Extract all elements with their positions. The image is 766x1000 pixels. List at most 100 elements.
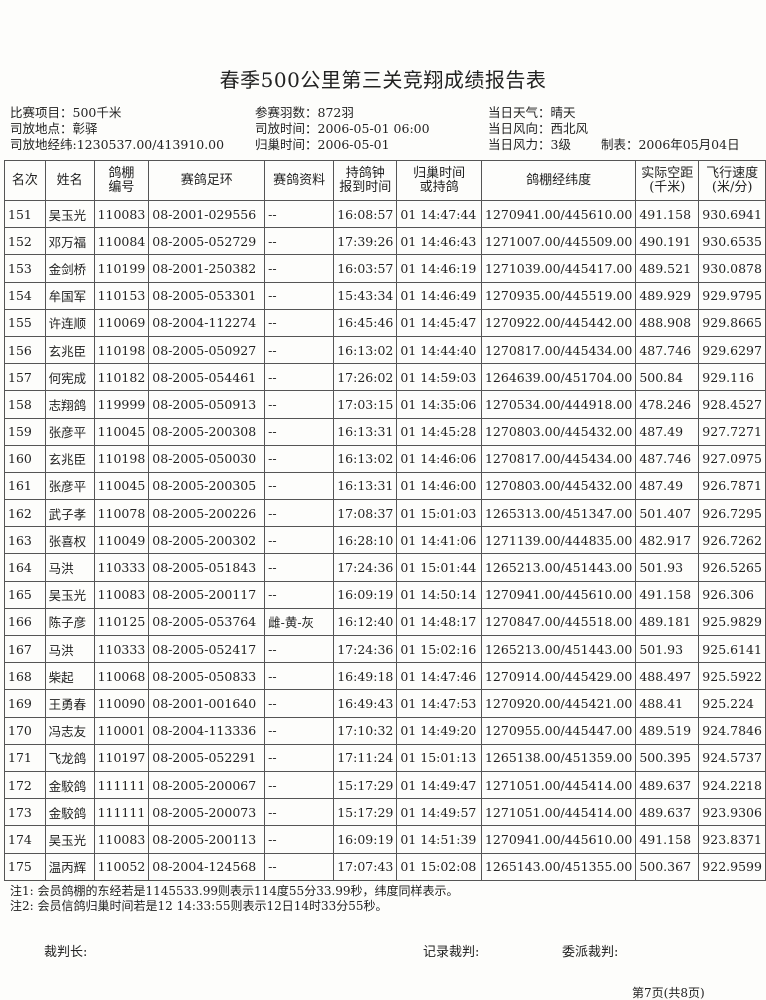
table-row: 159 张彦平 110045 08-2005-200308 -- 16:13:31 01 1… bbox=[4, 417, 766, 446]
table-cell: 487.49 bbox=[635, 417, 700, 446]
table-cell: -- bbox=[264, 852, 335, 881]
table-cell: 153 bbox=[4, 254, 46, 283]
table-cell: 01 14:45:47 bbox=[396, 308, 482, 337]
table-cell: 08-2004-113336 bbox=[148, 716, 266, 745]
table-cell: 160 bbox=[4, 444, 46, 473]
table-cell: 110052 bbox=[93, 852, 150, 881]
table-cell: 1270941.00/445610.00 bbox=[480, 825, 637, 854]
table-cell: -- bbox=[264, 770, 335, 800]
table-cell: 500.395 bbox=[635, 743, 700, 772]
table-cell: 温丙辉 bbox=[44, 852, 95, 881]
table-cell: 马洪 bbox=[44, 553, 95, 582]
table-cell: 金剑桥 bbox=[44, 254, 95, 283]
table-cell: 08-2005-200305 bbox=[148, 471, 266, 501]
results-table: 名次 姓名 鸽棚 编号 赛鸽足环 赛鸽资料 持鸽钟 报到时间 归巢时间 或持鸽 鸽棚经纬度 实际… bbox=[4, 160, 766, 881]
table-cell: 110182 bbox=[93, 363, 150, 392]
note-2: 注2: 会员信鸽归巢时间若是12 14:33:55则表示12日14时33分55秒… bbox=[10, 899, 388, 913]
table-cell: 雌-黄-灰 bbox=[264, 607, 335, 637]
table-row: 172 金駮鸽 111111 08-2005-200067 -- 15:17:29 01 1… bbox=[4, 770, 766, 800]
table-cell: 1265213.00/451443.00 bbox=[480, 634, 637, 664]
table-cell: 500.367 bbox=[635, 852, 700, 881]
table-cell: 武子孝 bbox=[44, 499, 95, 528]
table-cell: 491.158 bbox=[635, 825, 700, 854]
table-cell: 16:28:10 bbox=[333, 526, 398, 555]
table-cell: 01 14:41:06 bbox=[396, 526, 482, 555]
chief-judge-label: 裁判长: bbox=[44, 945, 88, 960]
table-cell: 陈子彦 bbox=[44, 607, 95, 637]
column-header: 实际空距 (千米) bbox=[635, 160, 700, 201]
table-cell: 玄兆臣 bbox=[44, 335, 95, 365]
table-cell: 119999 bbox=[93, 390, 150, 419]
table-cell: 110333 bbox=[93, 553, 150, 582]
table-cell: -- bbox=[264, 308, 335, 337]
table-cell: 488.908 bbox=[635, 308, 700, 337]
column-header: 飞行速度 (米/分) bbox=[698, 160, 766, 201]
column-header: 名次 bbox=[4, 160, 46, 201]
table-cell: 08-2005-200067 bbox=[148, 770, 266, 800]
recording-judge-label: 记录裁判: bbox=[423, 945, 480, 960]
table-cell: -- bbox=[264, 526, 335, 555]
page-number: 第7页(共8页) bbox=[632, 986, 705, 1000]
table-cell: 1271039.00/445417.00 bbox=[480, 254, 637, 283]
table-cell: 15:17:29 bbox=[333, 770, 398, 800]
table-cell: 01 14:44:40 bbox=[396, 335, 482, 365]
table-cell: 110153 bbox=[93, 281, 150, 310]
table-row: 165 吴玉光 110083 08-2005-200117 -- 16:09:19 01 1… bbox=[4, 580, 766, 609]
table-cell: 01 14:35:06 bbox=[396, 390, 482, 419]
table-cell: 飞龙鸽 bbox=[44, 743, 95, 772]
table-cell: 08-2005-054461 bbox=[148, 363, 266, 392]
table-cell: 927.0975 bbox=[698, 444, 766, 473]
table-cell: 930.0878 bbox=[698, 254, 766, 283]
table-cell: 16:49:43 bbox=[333, 689, 398, 718]
table-cell: 157 bbox=[4, 363, 46, 392]
table-cell: 487.746 bbox=[635, 335, 700, 365]
table-cell: 110199 bbox=[93, 254, 150, 283]
notes: 注1: 会员鸽棚的东经若是1145533.99则表示114度55分33.99秒，… bbox=[10, 884, 459, 914]
table-cell: 1270955.00/445447.00 bbox=[480, 716, 637, 745]
table-cell: 489.181 bbox=[635, 607, 700, 637]
table-cell: 487.49 bbox=[635, 471, 700, 501]
table-cell: -- bbox=[264, 499, 335, 528]
table-cell: 01 14:45:28 bbox=[396, 417, 482, 446]
table-cell: 1270914.00/445429.00 bbox=[480, 662, 637, 691]
table-row: 162 武子孝 110078 08-2005-200226 -- 17:08:37 01 1… bbox=[4, 499, 766, 528]
table-cell: 08-2005-200302 bbox=[148, 526, 266, 555]
table-cell: 01 14:47:44 bbox=[396, 199, 482, 229]
table-cell: 1265143.00/451355.00 bbox=[480, 852, 637, 881]
table-cell: 16:13:02 bbox=[333, 444, 398, 473]
table-cell: 161 bbox=[4, 471, 46, 501]
table-cell: 1270803.00/445432.00 bbox=[480, 471, 637, 501]
table-cell: 110083 bbox=[93, 580, 150, 609]
table-cell: -- bbox=[264, 199, 335, 229]
table-row: 156 玄兆臣 110198 08-2005-050927 -- 16:13:02 01 1… bbox=[4, 335, 766, 365]
table-cell: 154 bbox=[4, 281, 46, 310]
table-row: 166 陈子彦 110125 08-2005-053764 雌-黄-灰 16:12:40 0… bbox=[4, 607, 766, 637]
table-cell: -- bbox=[264, 798, 335, 827]
table-cell: 922.9599 bbox=[698, 852, 766, 881]
table-cell: -- bbox=[264, 825, 335, 854]
table-cell: 926.7871 bbox=[698, 471, 766, 501]
table-cell: 08-2004-112274 bbox=[148, 308, 266, 337]
table-cell: 924.2218 bbox=[698, 770, 766, 800]
table-cell: 1270803.00/445432.00 bbox=[480, 417, 637, 446]
race-item: 比赛项目：500千米 bbox=[10, 105, 122, 120]
table-cell: 15:43:34 bbox=[333, 281, 398, 310]
table-row: 161 张彦平 110045 08-2005-200305 -- 16:13:31 01 1… bbox=[4, 471, 766, 501]
table-cell: 110078 bbox=[93, 499, 150, 528]
table-cell: 501.93 bbox=[635, 553, 700, 582]
table-cell: 1265213.00/451443.00 bbox=[480, 553, 637, 582]
table-cell: 张彦平 bbox=[44, 417, 95, 446]
table-cell: 01 14:47:53 bbox=[396, 689, 482, 718]
table-cell: -- bbox=[264, 281, 335, 310]
table-row: 171 飞龙鸽 110197 08-2005-052291 -- 17:11:24 01 1… bbox=[4, 743, 766, 772]
table-cell: -- bbox=[264, 580, 335, 609]
table-cell: 930.6535 bbox=[698, 227, 766, 256]
table-cell: 926.5265 bbox=[698, 553, 766, 582]
table-cell: -- bbox=[264, 363, 335, 392]
table-cell: 01 15:01:44 bbox=[396, 553, 482, 582]
table-cell: 17:03:15 bbox=[333, 390, 398, 419]
table-cell: -- bbox=[264, 743, 335, 772]
table-cell: 15:17:29 bbox=[333, 798, 398, 827]
table-cell: 01 14:50:14 bbox=[396, 580, 482, 609]
table-cell: 16:13:02 bbox=[333, 335, 398, 365]
